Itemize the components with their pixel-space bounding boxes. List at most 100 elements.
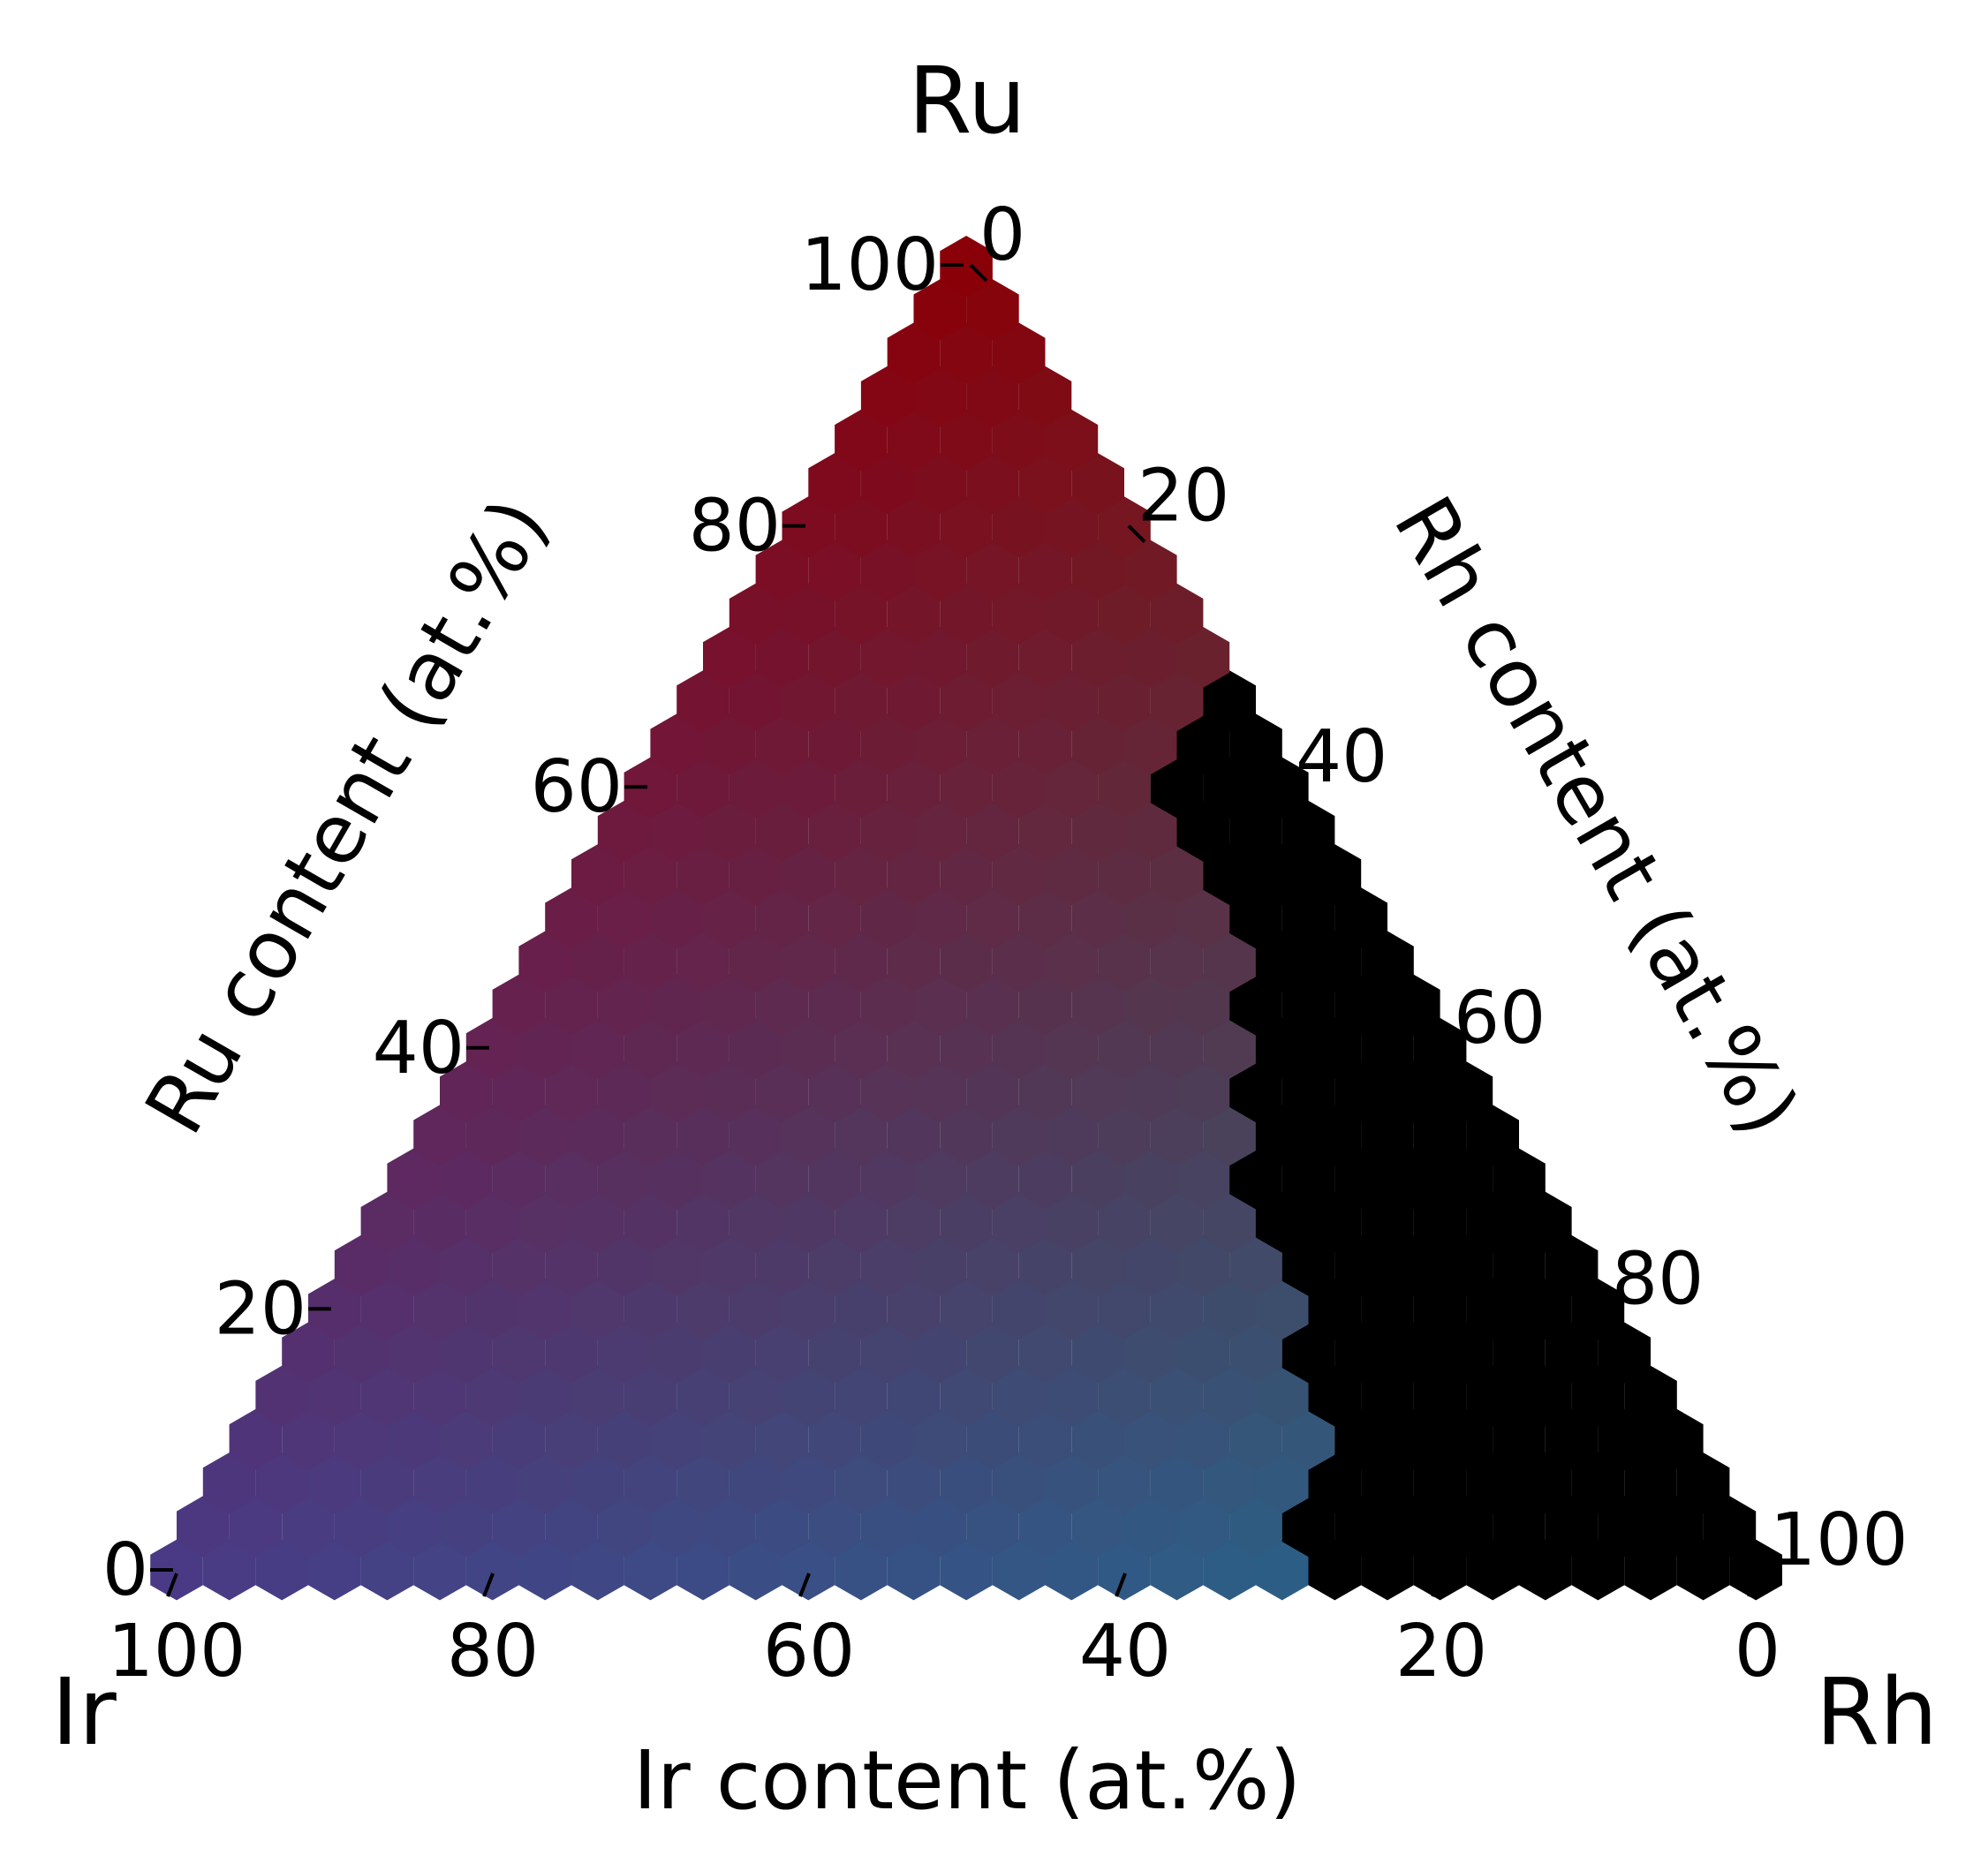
hex-cell	[1308, 931, 1362, 992]
hex-cell	[545, 1148, 598, 1210]
hex-cell	[755, 627, 809, 688]
hex-cell	[808, 974, 861, 1036]
hex-cell	[1018, 887, 1072, 949]
hex-cell	[940, 931, 993, 992]
hex-cell	[940, 1017, 993, 1079]
hex-cell	[808, 453, 861, 514]
hex-cell	[782, 1017, 835, 1079]
hex-cell	[913, 366, 967, 427]
hex-cell	[1176, 1322, 1230, 1384]
tick-mark	[1747, 1573, 1759, 1597]
hex-cell	[808, 1496, 861, 1558]
hex-cell	[1045, 1279, 1099, 1340]
hex-cell	[1229, 1408, 1282, 1470]
hex-cell	[1308, 1452, 1362, 1513]
tick-label: 100	[1770, 1498, 1909, 1582]
hex-cell	[1493, 1322, 1546, 1384]
hex-cell	[887, 931, 941, 992]
hex-cell	[782, 1452, 835, 1513]
hex-cell	[1571, 1539, 1625, 1601]
hex-cell	[1676, 1452, 1730, 1513]
hex-cell	[1308, 1017, 1362, 1079]
hex-cell	[782, 496, 835, 558]
tick-label: 80	[447, 1610, 539, 1694]
hex-cell	[835, 757, 888, 819]
hex-cell	[1308, 1365, 1362, 1427]
hex-cell	[940, 1105, 993, 1166]
hex-cell	[755, 1235, 809, 1296]
hex-cell	[1255, 1365, 1309, 1427]
hex-cell	[1203, 1452, 1256, 1513]
hex-cell	[729, 1365, 782, 1427]
hex-cell	[1123, 713, 1177, 775]
hex-cell	[966, 539, 1019, 601]
hex-cell	[677, 1191, 729, 1253]
hex-cell	[1045, 1105, 1099, 1166]
hex-cell	[1466, 1539, 1519, 1601]
hex-cell	[387, 1496, 441, 1558]
hex-cell	[308, 1452, 361, 1513]
hex-cell	[1229, 1061, 1282, 1123]
hex-cell	[966, 974, 1019, 1036]
hex-cell	[1176, 800, 1230, 862]
hex-cell	[650, 1496, 704, 1558]
hex-cell	[835, 1452, 888, 1513]
hex-cell	[887, 1452, 941, 1513]
hex-cell	[782, 1105, 835, 1166]
hex-cell	[1176, 1235, 1230, 1296]
hex-cell	[360, 1191, 414, 1253]
hex-cell	[518, 1539, 572, 1601]
hex-cell	[650, 1235, 704, 1296]
hex-cell	[1098, 1365, 1151, 1427]
hex-cell	[1203, 931, 1256, 992]
hex-cell	[202, 1452, 256, 1513]
hex-cell	[1440, 1235, 1493, 1296]
hex-cell	[1255, 844, 1309, 905]
hex-cell	[913, 453, 967, 514]
hex-cell	[1361, 931, 1414, 992]
hex-cell	[1123, 1408, 1177, 1470]
hex-cell	[518, 1017, 572, 1079]
hex-cell	[887, 844, 941, 905]
hex-cell	[387, 1322, 441, 1384]
hex-cell	[1045, 670, 1099, 732]
tick-label: 60	[531, 745, 623, 829]
hex-cell	[966, 887, 1019, 949]
hex-cell	[465, 1365, 519, 1427]
hex-cell	[1071, 1496, 1124, 1558]
tick-label: 60	[1454, 977, 1546, 1060]
hex-cell	[518, 1191, 572, 1253]
hex-cell	[992, 1279, 1046, 1340]
hex-cell	[360, 1279, 414, 1340]
hex-cell	[360, 1452, 414, 1513]
hex-cell	[1413, 1191, 1467, 1253]
hex-cell	[1281, 887, 1335, 949]
hex-cell	[1229, 1322, 1282, 1384]
hex-cell	[624, 1105, 677, 1166]
hex-cell	[835, 1539, 888, 1601]
hex-cell	[1729, 1539, 1782, 1601]
hex-cell	[413, 1539, 466, 1601]
hex-cell	[1018, 713, 1072, 775]
hex-cell	[1229, 974, 1282, 1036]
tick-mark	[1759, 1568, 1779, 1588]
hex-cell	[703, 1322, 756, 1384]
hex-cell	[677, 1539, 729, 1601]
hex-cell	[1440, 1148, 1493, 1210]
hex-cell	[913, 887, 967, 949]
hex-cell	[992, 1452, 1046, 1513]
hex-cell	[1071, 1061, 1124, 1123]
hex-cell	[887, 1191, 941, 1253]
hex-cell	[677, 670, 729, 732]
hex-cell	[1203, 1539, 1256, 1601]
hex-cell	[1150, 844, 1204, 905]
hex-cell	[1229, 1496, 1282, 1558]
hex-cell	[703, 1408, 756, 1470]
hex-cell	[1045, 844, 1099, 905]
tick-label: 0	[979, 193, 1025, 277]
hex-cell	[887, 322, 941, 384]
hex-cell	[360, 1365, 414, 1427]
hex-cell	[571, 1452, 624, 1513]
hex-cell	[887, 409, 941, 471]
